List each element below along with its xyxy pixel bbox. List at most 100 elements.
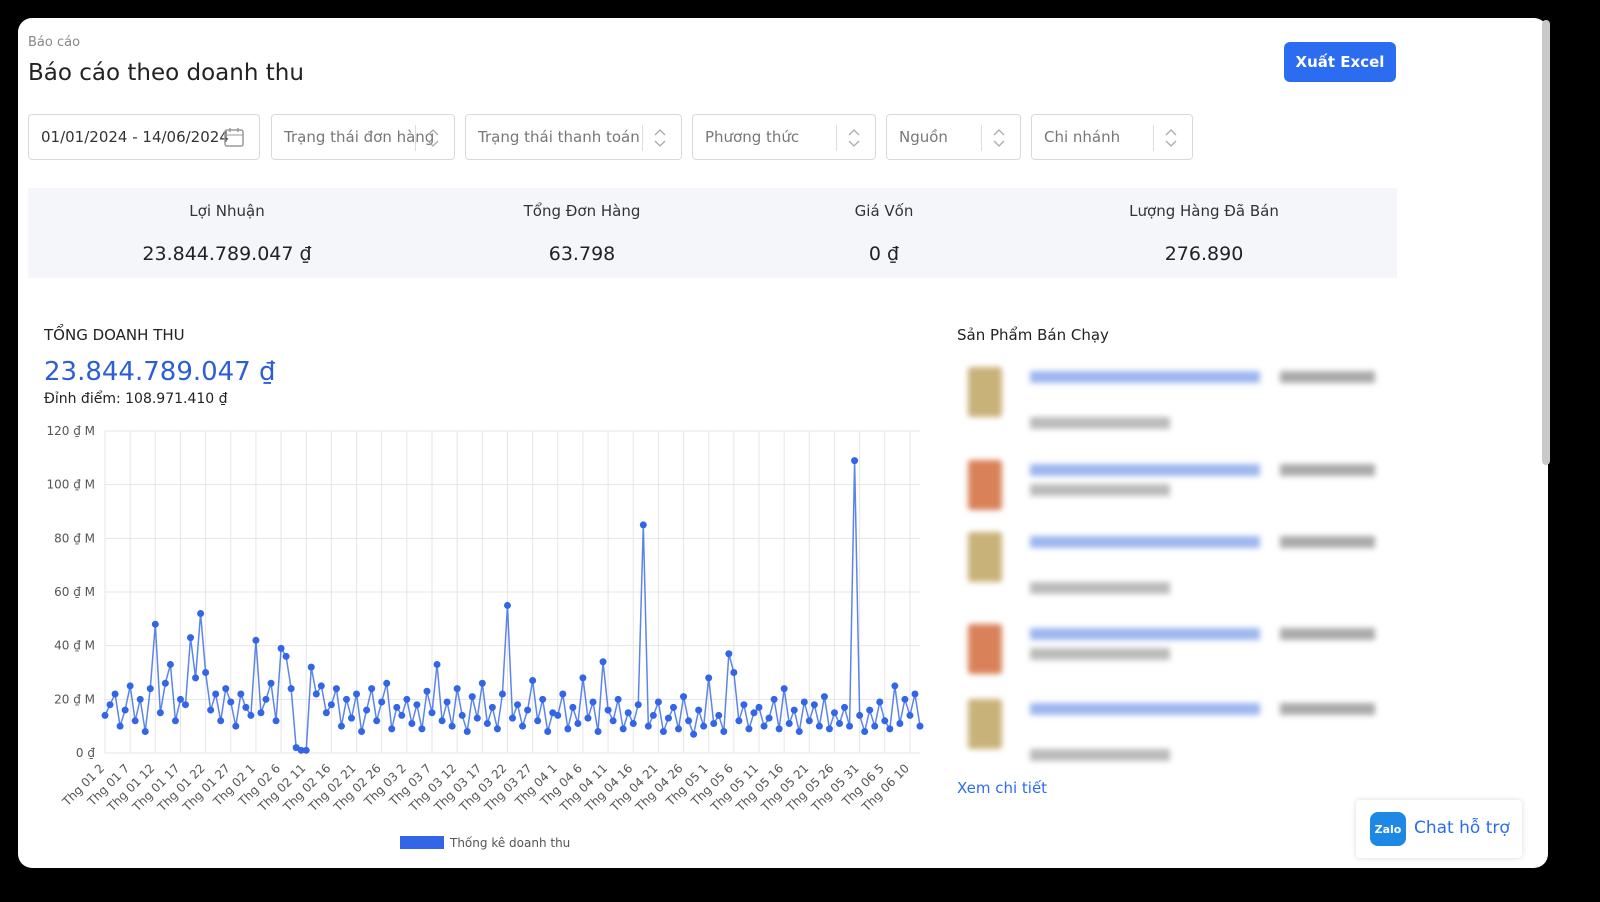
revenue-point: [187, 634, 195, 642]
revenue-point: [715, 711, 723, 719]
revenue-point: [569, 703, 577, 711]
revenue-point: [725, 650, 733, 658]
revenue-point: [710, 719, 718, 727]
revenue-point: [841, 703, 849, 711]
revenue-point: [257, 709, 265, 717]
select-filter[interactable]: Nguồn: [886, 114, 1021, 160]
scrollbar[interactable]: [1542, 20, 1550, 465]
revenue-point: [785, 719, 793, 727]
revenue-point: [815, 722, 823, 730]
select-filter[interactable]: Chi nhánh: [1031, 114, 1193, 160]
chart-total: 23.844.789.047 ₫: [44, 357, 276, 387]
revenue-point: [388, 725, 396, 733]
chevron-icon: [1164, 127, 1178, 153]
revenue-point: [685, 717, 693, 725]
chart-peak: Đỉnh điểm: 108.971.410 ₫: [44, 391, 228, 407]
revenue-point: [161, 679, 169, 687]
revenue-point: [503, 601, 511, 609]
revenue-point: [413, 701, 421, 709]
revenue-point: [438, 717, 446, 725]
revenue-point: [609, 717, 617, 725]
separator: [836, 125, 837, 151]
revenue-point: [881, 717, 889, 725]
revenue-point: [634, 701, 642, 709]
select-filter[interactable]: Phương thức: [692, 114, 876, 160]
revenue-point: [358, 728, 366, 736]
revenue-point: [564, 725, 572, 733]
date-range: 01/01/2024 - 14/06/2024: [41, 128, 229, 146]
revenue-point: [141, 728, 149, 736]
revenue-point: [428, 709, 436, 717]
revenue-point: [886, 725, 894, 733]
revenue-point: [473, 714, 481, 722]
calendar-icon: [224, 128, 244, 147]
chevron-icon: [426, 127, 440, 153]
revenue-point: [861, 728, 869, 736]
revenue-point: [589, 698, 597, 706]
revenue-point: [302, 746, 310, 754]
revenue-point: [911, 690, 919, 698]
revenue-point: [247, 711, 255, 719]
revenue-point: [856, 711, 864, 719]
revenue-point: [644, 722, 652, 730]
revenue-point: [720, 728, 728, 736]
y-tick-label: 0 ₫: [76, 746, 95, 760]
revenue-point: [327, 701, 335, 709]
y-tick-label: 40 ₫ M: [54, 639, 95, 653]
revenue-point: [287, 685, 295, 693]
revenue-point: [242, 703, 250, 711]
export-button[interactable]: Xuất Excel: [1284, 42, 1396, 82]
product-item: [960, 365, 1380, 435]
revenue-point: [891, 682, 899, 690]
revenue-point: [614, 695, 622, 703]
revenue-point: [916, 722, 924, 730]
stat-value: 276.890: [1164, 243, 1244, 265]
revenue-point: [790, 706, 798, 714]
revenue-point: [599, 658, 607, 666]
revenue-point: [363, 706, 371, 714]
revenue-point: [770, 695, 778, 703]
revenue-point: [368, 685, 376, 693]
revenue-point: [529, 677, 537, 685]
page-title: Báo cáo theo doanh thu: [28, 60, 304, 86]
stat-value: 0 ₫: [868, 243, 900, 265]
chart-title: TỔNG DOANH THU: [44, 326, 185, 344]
revenue-point: [765, 714, 773, 722]
revenue-point: [197, 609, 205, 617]
revenue-point: [624, 709, 632, 717]
revenue-point: [332, 685, 340, 693]
revenue-point: [851, 457, 859, 465]
date-filter[interactable]: 01/01/2024 - 14/06/2024: [28, 114, 260, 160]
revenue-point: [181, 701, 189, 709]
revenue-point: [171, 717, 179, 725]
revenue-point: [629, 719, 637, 727]
revenue-point: [443, 698, 451, 706]
revenue-point: [700, 722, 708, 730]
revenue-point: [101, 711, 109, 719]
revenue-point: [267, 679, 275, 687]
revenue-point: [604, 706, 612, 714]
revenue-point: [493, 725, 501, 733]
revenue-point: [151, 620, 159, 628]
select-placeholder: Nguồn: [899, 128, 948, 146]
y-tick-label: 20 ₫ M: [54, 692, 95, 706]
revenue-point: [207, 706, 215, 714]
y-tick-label: 80 ₫ M: [54, 531, 95, 545]
breadcrumb[interactable]: Báo cáo: [28, 35, 81, 50]
chat-label[interactable]: Chat hỗ trợ: [1414, 818, 1510, 838]
revenue-point: [775, 725, 783, 733]
revenue-point: [176, 695, 184, 703]
select-filter[interactable]: Trạng thái đơn hàng: [271, 114, 455, 160]
revenue-point: [780, 685, 788, 693]
stat-value: 63.798: [548, 243, 616, 265]
select-filter[interactable]: Trạng thái thanh toán: [465, 114, 682, 160]
revenue-point: [146, 685, 154, 693]
see-more-link[interactable]: Xem chi tiết: [957, 779, 1048, 797]
revenue-point: [876, 698, 884, 706]
revenue-point: [760, 722, 768, 730]
revenue-point: [252, 636, 260, 644]
select-placeholder: Phương thức: [705, 128, 800, 146]
side-title: Sản Phẩm Bán Chạy: [957, 326, 1109, 344]
revenue-point: [735, 717, 743, 725]
revenue-point: [403, 695, 411, 703]
